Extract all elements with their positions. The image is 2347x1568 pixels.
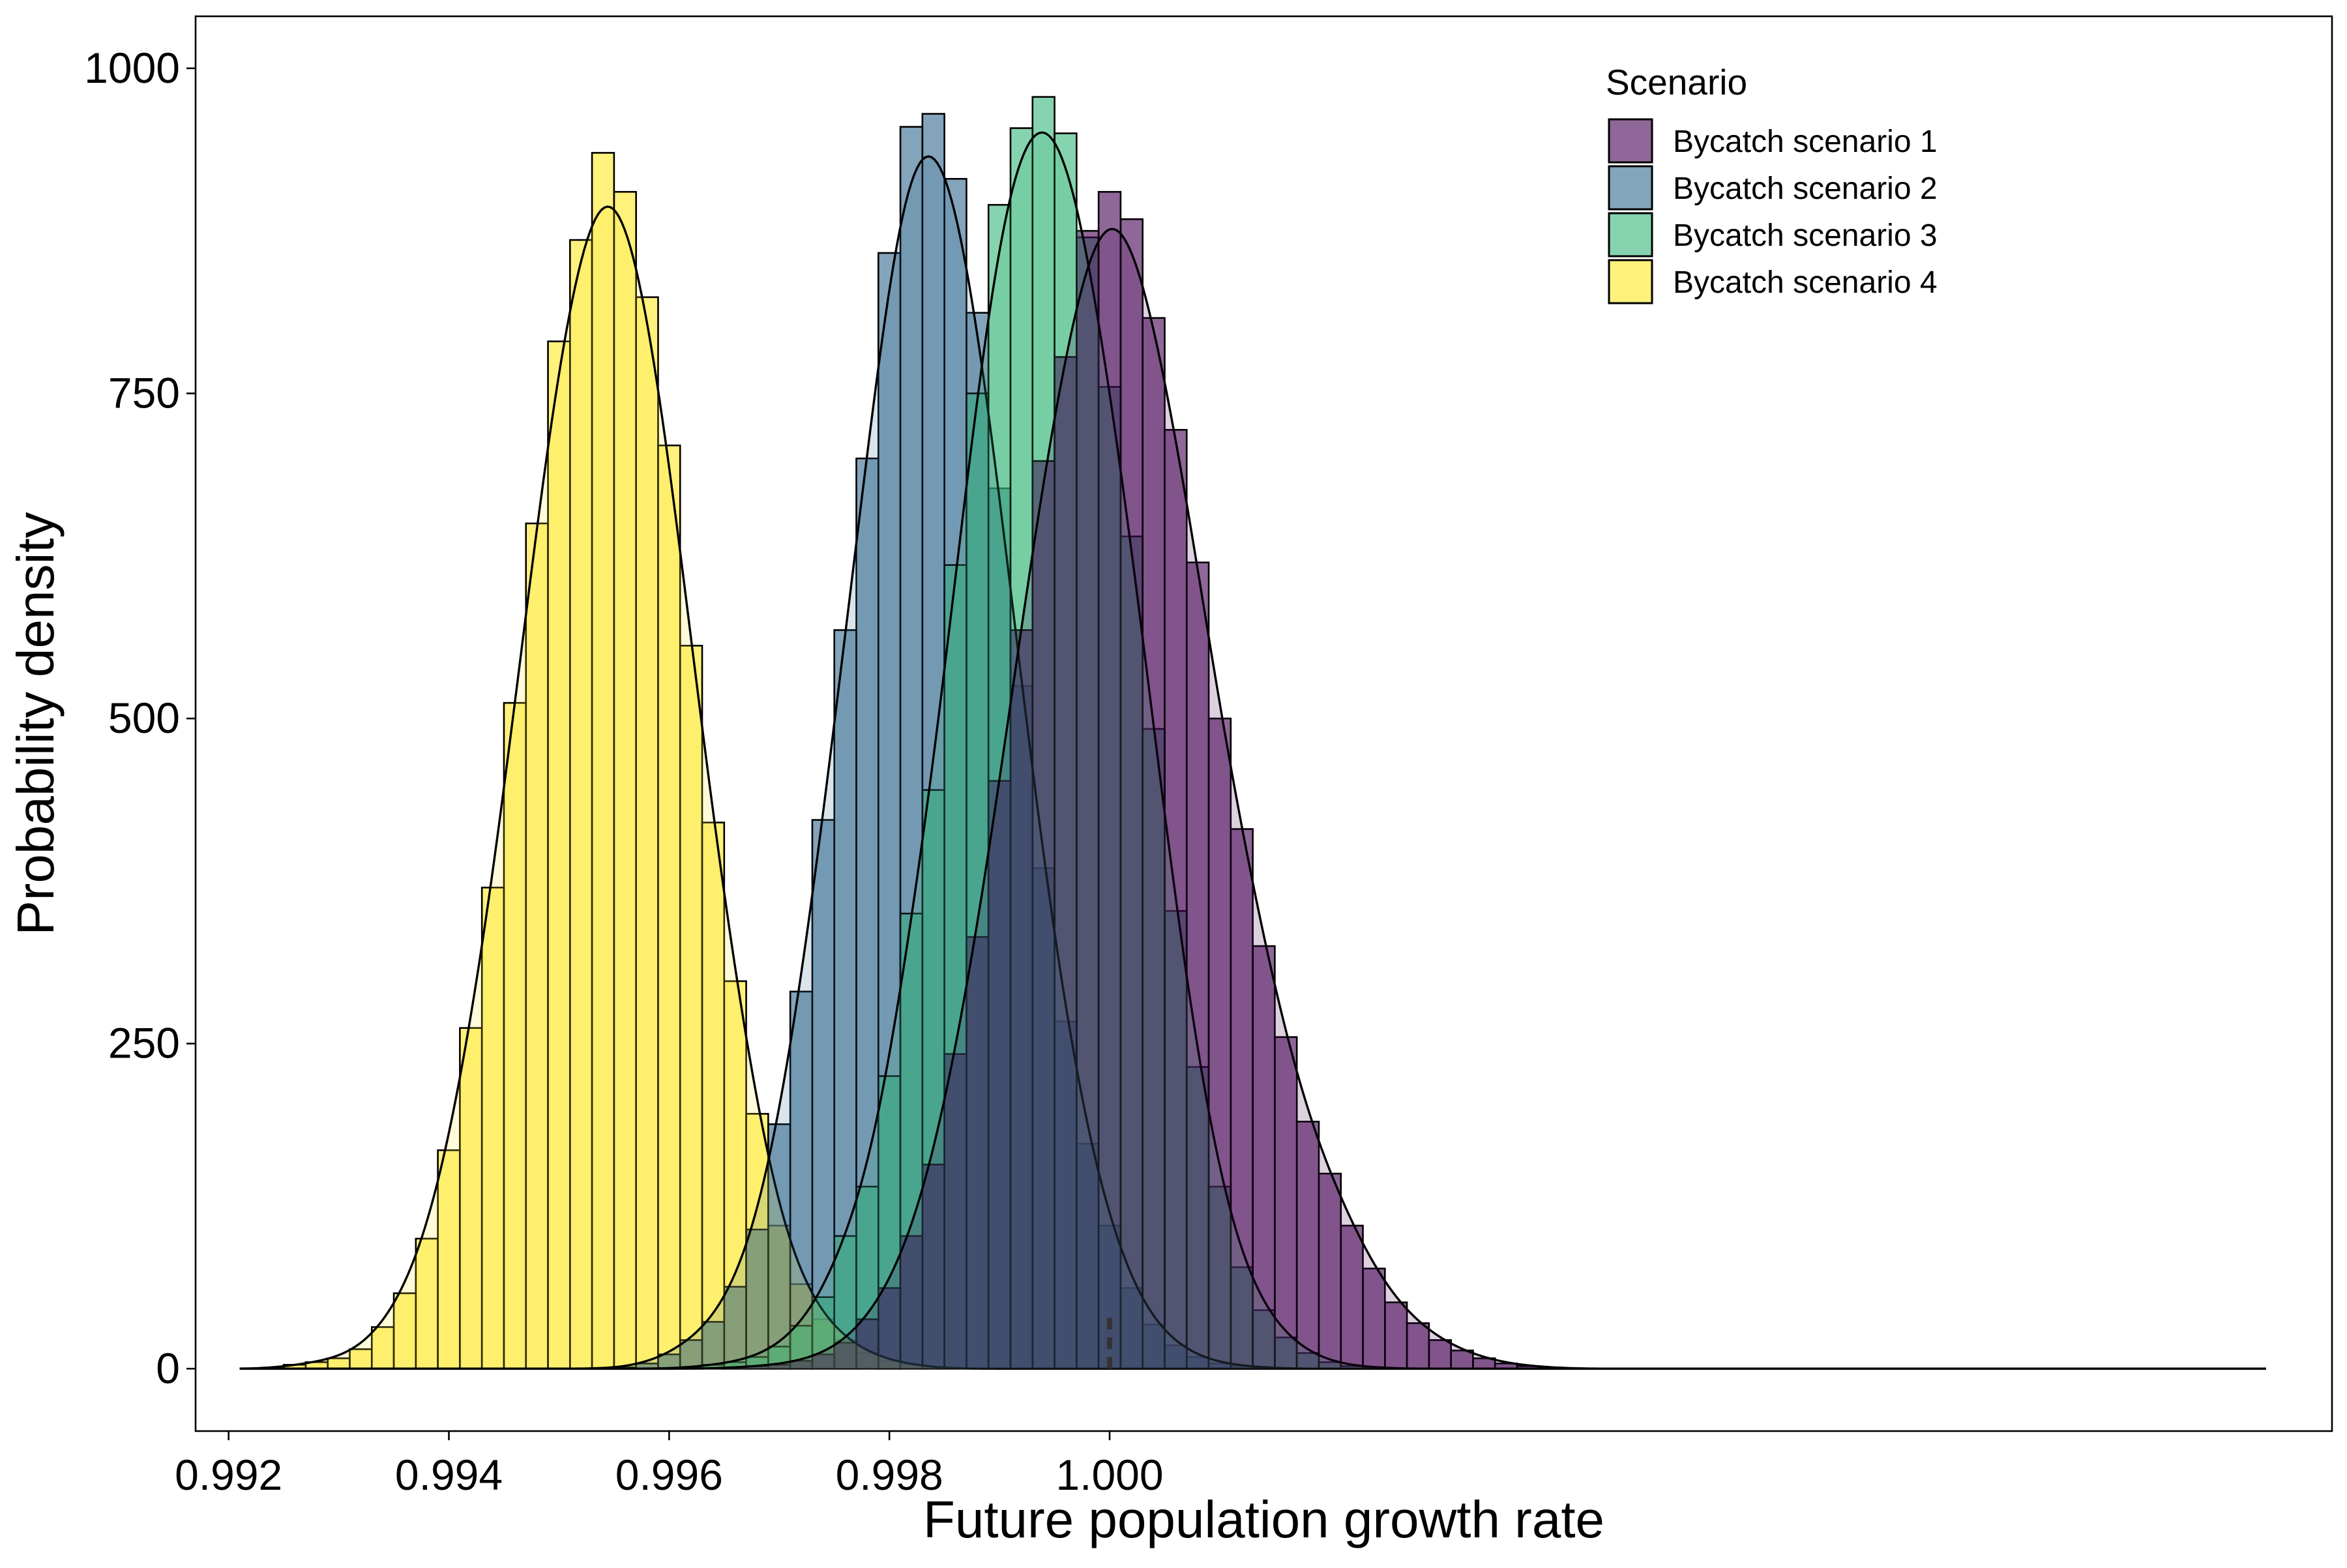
legend-label: Bycatch scenario 1 bbox=[1673, 125, 1938, 159]
density-area-1 bbox=[239, 229, 2266, 1369]
legend-label: Bycatch scenario 4 bbox=[1673, 265, 1938, 300]
histogram-bar bbox=[1362, 1267, 1386, 1370]
histogram-bar bbox=[459, 1027, 483, 1370]
x-tick-label: 0.994 bbox=[395, 1451, 503, 1499]
density-area-4 bbox=[239, 206, 2266, 1369]
y-axis-label: Probability density bbox=[7, 512, 65, 935]
y-tick-label: 1000 bbox=[84, 44, 180, 92]
histogram-bar bbox=[1076, 229, 1100, 1370]
x-axis: 0.992 0.994 0.996 0.998 1.000 bbox=[175, 1431, 1164, 1499]
histogram-bar bbox=[966, 936, 990, 1370]
histogram-bar bbox=[635, 296, 659, 1370]
legend-label: Bycatch scenario 3 bbox=[1673, 218, 1938, 253]
histogram-bar bbox=[1384, 1301, 1408, 1370]
y-tick-label: 750 bbox=[108, 368, 180, 417]
legend-key bbox=[1608, 118, 1653, 164]
x-tick-label: 1.000 bbox=[1055, 1451, 1163, 1499]
y-tick-label: 500 bbox=[108, 694, 180, 742]
density-curve-1 bbox=[239, 228, 2266, 1370]
x-tick-label: 0.996 bbox=[615, 1451, 723, 1499]
histogram-bar bbox=[811, 819, 836, 1370]
y-tick-label: 250 bbox=[108, 1019, 180, 1067]
histogram-bar bbox=[437, 1149, 461, 1370]
histogram-bar bbox=[679, 645, 703, 1370]
legend-key bbox=[1608, 259, 1653, 304]
histogram-bar bbox=[679, 1339, 703, 1370]
histogram-bar bbox=[1009, 629, 1034, 1370]
histogram-bar bbox=[613, 190, 637, 1370]
x-tick-label: 0.998 bbox=[836, 1451, 943, 1499]
x-axis-label: Future population growth rate bbox=[923, 1490, 1604, 1548]
legend-items: Bycatch scenario 1 Bycatch scenario 2 Byca… bbox=[1608, 118, 1938, 304]
x-tick-label: 0.992 bbox=[175, 1451, 282, 1499]
y-tick-label: 0 bbox=[156, 1344, 180, 1392]
y-axis: 0 250 500 750 1000 bbox=[84, 44, 196, 1392]
histogram-bar bbox=[877, 1287, 902, 1370]
legend-key bbox=[1608, 212, 1653, 258]
histogram-bar bbox=[1119, 218, 1144, 1370]
histogram-bar bbox=[899, 1235, 924, 1370]
histogram-bar bbox=[370, 1326, 395, 1370]
legend-title: Scenario bbox=[1606, 62, 1747, 102]
legend-key bbox=[1608, 165, 1653, 211]
histogram-bar bbox=[1428, 1339, 1452, 1370]
plot-panel-border bbox=[194, 15, 2333, 1432]
histogram-bar bbox=[1207, 717, 1232, 1370]
legend-label: Bycatch scenario 2 bbox=[1673, 171, 1938, 206]
histogram-bar bbox=[392, 1292, 417, 1370]
density-curves-layer bbox=[239, 131, 2266, 1370]
series-bars-4 bbox=[282, 152, 945, 1370]
